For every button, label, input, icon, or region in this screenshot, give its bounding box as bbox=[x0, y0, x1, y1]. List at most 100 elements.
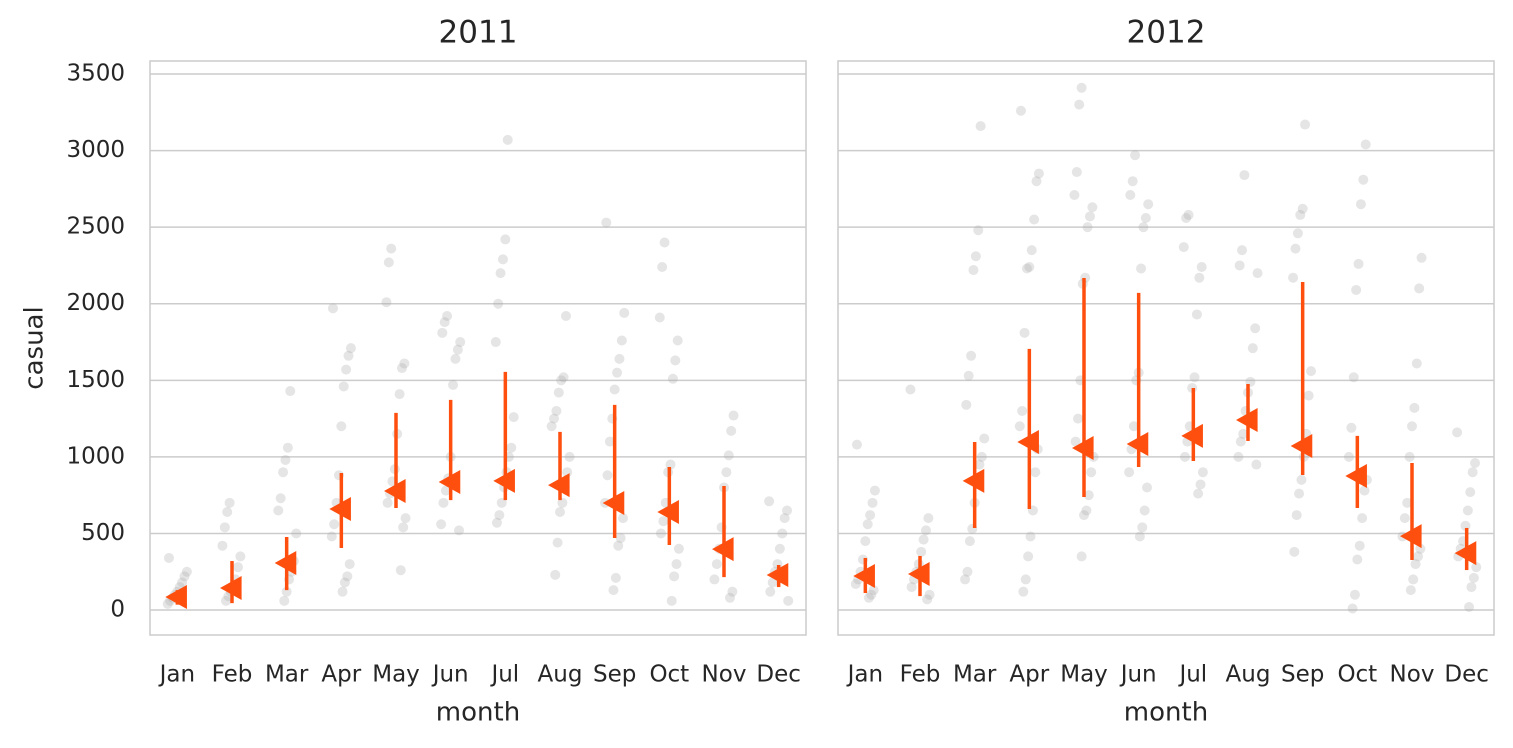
strip-point bbox=[1125, 190, 1136, 201]
mean-marker bbox=[1126, 432, 1149, 457]
strip-point bbox=[1074, 99, 1085, 110]
x-tick-label: Dec bbox=[1444, 662, 1489, 688]
strip-point bbox=[1142, 482, 1153, 493]
strip-point bbox=[1465, 487, 1476, 498]
panel: 0 500 1000 1500 2000 2500 3000 3500 2011 month cas… bbox=[20, 15, 807, 728]
mean-marker bbox=[853, 564, 875, 589]
axes-background bbox=[837, 60, 1495, 636]
strip-point bbox=[436, 519, 447, 530]
strip-point bbox=[1353, 258, 1364, 269]
strip-point bbox=[399, 358, 410, 369]
x-tick-label: Dec bbox=[756, 662, 801, 688]
strip-point bbox=[506, 442, 517, 453]
strip-point bbox=[386, 243, 397, 254]
x-tick-label: Aug bbox=[1226, 662, 1271, 688]
strip-point bbox=[1015, 105, 1026, 116]
strip-point bbox=[922, 594, 933, 605]
strip-point bbox=[1289, 546, 1300, 557]
strip-point bbox=[654, 312, 665, 323]
strip-point bbox=[960, 574, 971, 585]
strip-point bbox=[670, 355, 681, 366]
strip-point bbox=[1189, 372, 1200, 383]
strip-point bbox=[222, 507, 233, 518]
mean-marker bbox=[1290, 434, 1313, 459]
strip-point bbox=[275, 493, 286, 504]
strip-point bbox=[546, 421, 557, 432]
strip-point bbox=[1021, 263, 1032, 274]
strip-point bbox=[867, 497, 878, 508]
x-tick-label: Jan bbox=[846, 662, 883, 688]
strip-point bbox=[613, 540, 624, 551]
strip-point bbox=[765, 586, 776, 597]
strip-point bbox=[1237, 245, 1248, 256]
strip-point bbox=[1404, 451, 1415, 462]
strip-point bbox=[862, 519, 873, 530]
strip-point bbox=[726, 425, 737, 436]
strip-point bbox=[1410, 559, 1421, 570]
strip-point bbox=[557, 497, 568, 508]
strip-point bbox=[291, 528, 302, 539]
strip-point bbox=[1019, 327, 1030, 338]
strip-point bbox=[496, 497, 507, 508]
strip-point bbox=[964, 536, 975, 547]
strip-point bbox=[342, 571, 353, 582]
strip-point bbox=[1467, 467, 1478, 478]
strip-point bbox=[1405, 585, 1416, 596]
strip-point bbox=[1087, 202, 1098, 213]
strip-point bbox=[1471, 562, 1482, 573]
strip-point bbox=[1355, 199, 1366, 210]
strip-point bbox=[1014, 421, 1025, 432]
x-tick-label: Aug bbox=[538, 662, 583, 688]
strip-point bbox=[338, 381, 349, 392]
strip-point bbox=[177, 577, 188, 588]
strip-point bbox=[667, 373, 678, 384]
strip-point bbox=[1295, 209, 1306, 220]
strip-point bbox=[381, 297, 392, 308]
x-tick-label: Jul bbox=[1177, 662, 1207, 688]
strip-point bbox=[1024, 261, 1035, 272]
strip-point bbox=[179, 571, 190, 582]
strip-point bbox=[217, 540, 228, 551]
panel-title: 2011 bbox=[439, 15, 518, 51]
x-tick-label: Sep bbox=[593, 662, 636, 688]
strip-point bbox=[163, 552, 174, 563]
strip-point bbox=[562, 467, 573, 478]
mean-marker bbox=[908, 562, 930, 587]
strip-point bbox=[398, 522, 409, 533]
x-tick-label: Feb bbox=[212, 662, 253, 688]
strip-point bbox=[490, 337, 501, 348]
strip-point bbox=[779, 513, 790, 524]
strip-point bbox=[1235, 436, 1246, 447]
strip-point bbox=[962, 566, 973, 577]
strip-point bbox=[493, 298, 504, 309]
strip-point bbox=[866, 589, 877, 600]
strip-point bbox=[975, 121, 986, 132]
mean-marker bbox=[1454, 541, 1477, 566]
strip-point bbox=[723, 450, 734, 461]
strip-point bbox=[961, 399, 972, 410]
strip-point bbox=[727, 586, 738, 597]
x-tick-label: Jul bbox=[489, 662, 519, 688]
strip-point bbox=[657, 261, 668, 272]
strip-point bbox=[235, 551, 246, 562]
strip-point bbox=[383, 257, 394, 268]
y-tick-label: 1000 bbox=[66, 443, 125, 469]
x-tick-label: Mar bbox=[265, 662, 309, 688]
strip-point bbox=[1358, 174, 1369, 185]
strip-point bbox=[615, 533, 626, 544]
strip-point bbox=[1250, 323, 1261, 334]
strip-point bbox=[865, 510, 876, 521]
strip-point bbox=[1464, 601, 1475, 612]
strip-point bbox=[1296, 474, 1307, 485]
strip-point bbox=[1414, 283, 1425, 294]
strip-point bbox=[1252, 268, 1263, 279]
strip-point bbox=[1239, 170, 1250, 181]
strip-point bbox=[1359, 485, 1370, 496]
strip-point bbox=[495, 268, 506, 279]
strip-point bbox=[774, 543, 785, 554]
panel: 2012 month Jan Feb Mar Apr May Jun Jul Aug Sep Oct N… bbox=[837, 15, 1495, 728]
strip-point bbox=[979, 433, 990, 444]
strip-point bbox=[1082, 222, 1093, 233]
strip-point bbox=[1128, 421, 1139, 432]
strip-point bbox=[1408, 574, 1419, 585]
